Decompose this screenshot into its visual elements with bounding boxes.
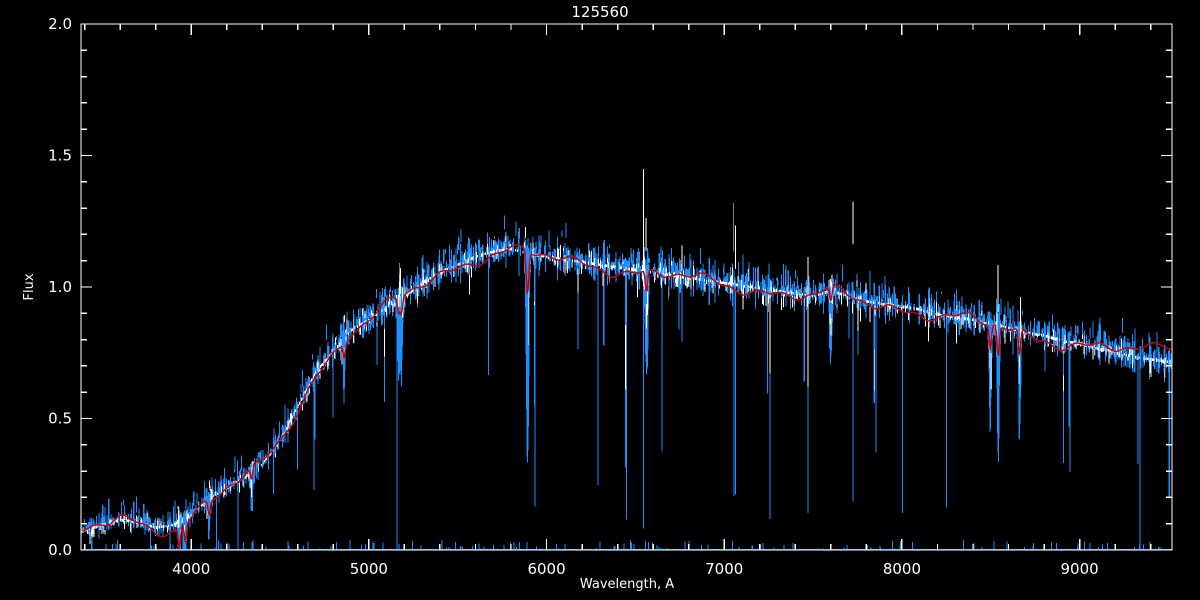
x-tick-label: 8000 [883, 560, 921, 578]
axes-frame-layer [80, 23, 1173, 551]
x-tick-label: 7000 [705, 560, 743, 578]
x-tick-label: 4000 [172, 560, 210, 578]
x-tick-label: 6000 [527, 560, 565, 578]
tick-label-layer: 4000 5000 6000 7000 8000 9000 0.0 0.5 1.0 1.5 2.0 [48, 15, 1099, 578]
y-tick-label: 1.5 [48, 147, 72, 165]
y-tick-label: 1.0 [48, 278, 72, 296]
y-tick-label: 2.0 [48, 15, 72, 33]
x-tick-label: 9000 [1061, 560, 1099, 578]
y-tick-label: 0.5 [48, 410, 72, 428]
y-tick-label: 0.0 [48, 541, 72, 559]
model-fit-red-line [81, 244, 1172, 550]
x-tick-label: 5000 [350, 560, 388, 578]
chart-title: 125560 [571, 3, 628, 21]
x-axis-label: Wavelength, A [580, 577, 674, 592]
y-axis-label: Flux [22, 273, 37, 300]
